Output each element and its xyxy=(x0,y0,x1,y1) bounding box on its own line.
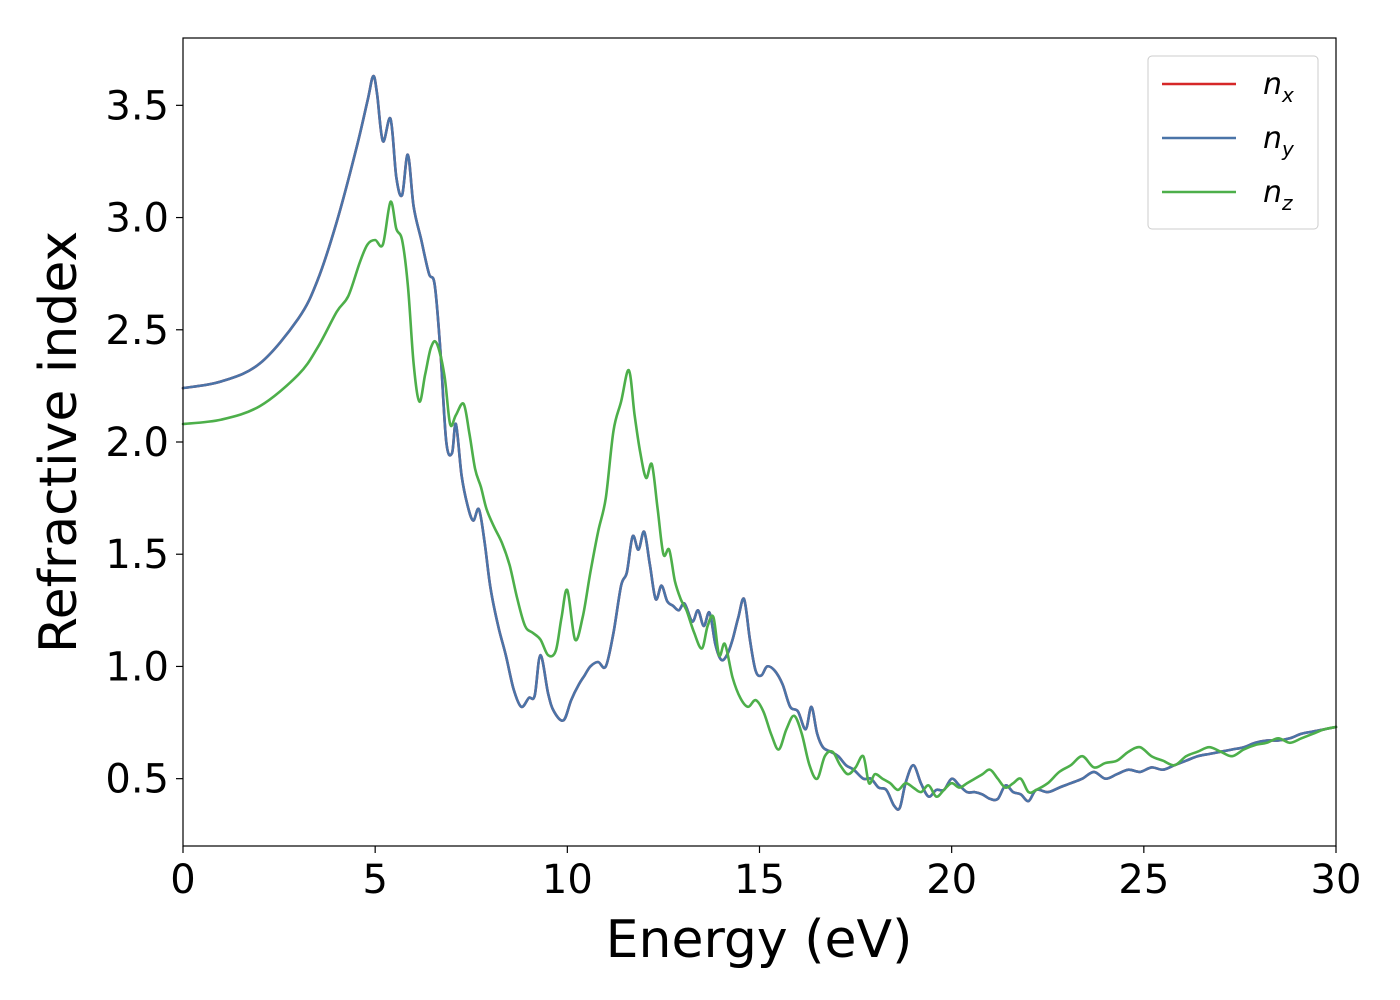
x-tick-label: 0 xyxy=(170,857,195,903)
y-axis-label: Refractive index xyxy=(29,231,89,653)
x-tick-label: 25 xyxy=(1118,857,1169,903)
x-tick-label: 15 xyxy=(734,857,785,903)
legend: nx ny nz xyxy=(1147,55,1319,230)
x-tick-label: 20 xyxy=(926,857,977,903)
y-tick-label: 3.5 xyxy=(105,83,169,129)
y-tick-label: 2.0 xyxy=(105,420,169,466)
x-tick-label: 10 xyxy=(542,857,593,903)
legend-items: nx ny nz xyxy=(1162,67,1295,215)
x-axis-ticks: 0 5 10 15 20 25 30 xyxy=(170,846,1361,903)
series-line-n-z xyxy=(181,200,1338,798)
legend-label-n-y: ny xyxy=(1263,121,1295,161)
y-tick-label: 0.5 xyxy=(105,757,169,803)
x-axis-label: Energy (eV) xyxy=(606,910,913,970)
y-tick-label: 3.0 xyxy=(105,196,169,242)
x-tick-label: 30 xyxy=(1311,857,1362,903)
y-tick-label: 1.0 xyxy=(105,644,169,690)
y-tick-label: 2.5 xyxy=(105,308,169,354)
legend-label-n-z: nz xyxy=(1263,175,1293,215)
x-tick-label: 5 xyxy=(362,857,387,903)
legend-box xyxy=(1147,55,1319,230)
legend-label-n-x: nx xyxy=(1263,67,1294,107)
series-line-n-y xyxy=(181,74,1338,811)
y-tick-label: 1.5 xyxy=(105,532,169,578)
series-lines xyxy=(181,74,1338,811)
y-axis-ticks: 0.5 1.0 1.5 2.0 2.5 3.0 3.5 xyxy=(105,83,183,803)
